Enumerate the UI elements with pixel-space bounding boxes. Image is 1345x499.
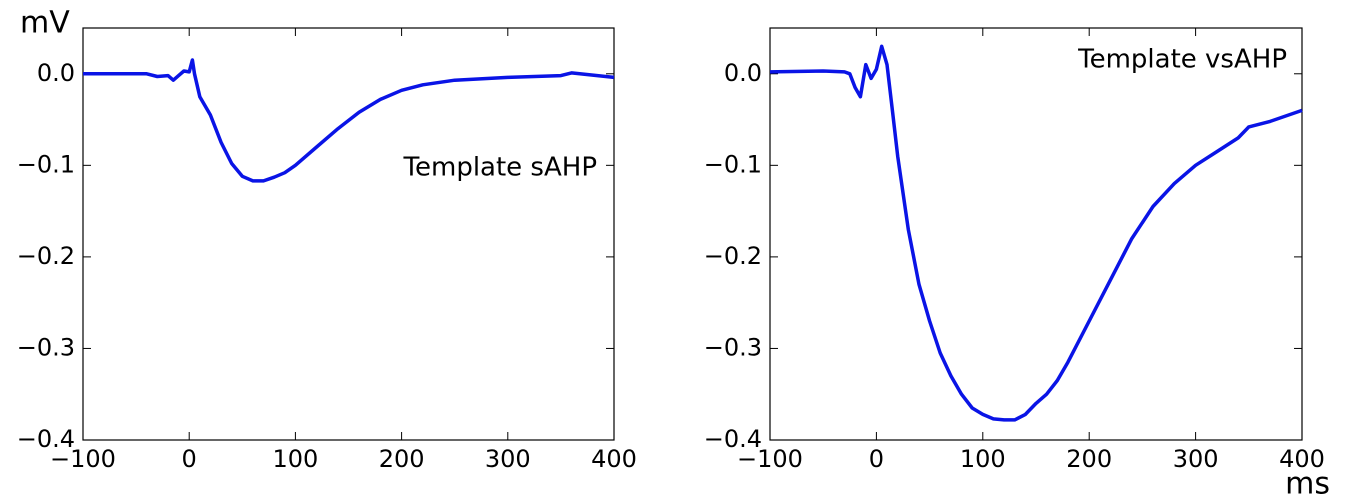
annotation: Template vsAHP <box>1077 45 1287 75</box>
x-tick-label: 400 <box>1279 445 1325 473</box>
y-tick-label: −0.4 <box>704 425 762 453</box>
x-tick-label: −100 <box>50 445 116 473</box>
x-tick-label: 0 <box>182 445 197 473</box>
data-line <box>769 44 1303 422</box>
x-tick-label: −100 <box>737 445 803 473</box>
x-tick-label: 0 <box>869 445 884 473</box>
x-tick-label: 100 <box>272 445 318 473</box>
y-tick-label: 0.0 <box>37 59 75 87</box>
x-tick-label: 100 <box>960 445 1006 473</box>
x-tick-label: 200 <box>1066 445 1112 473</box>
y-axis-label: mV <box>20 6 70 41</box>
plot-frame <box>82 27 615 441</box>
x-tick-label: 400 <box>591 445 637 473</box>
y-tick-label: 0.0 <box>724 59 762 87</box>
annotation: Template sAHP <box>403 153 597 183</box>
y-tick-label: −0.1 <box>704 150 762 178</box>
x-axis-label: ms <box>1285 467 1330 499</box>
y-tick-label: −0.1 <box>17 150 75 178</box>
data-line <box>83 58 615 183</box>
y-tick-label: −0.2 <box>17 242 75 270</box>
y-tick-label: −0.3 <box>704 333 762 361</box>
y-tick-label: −0.3 <box>17 333 75 361</box>
x-tick-label: 200 <box>379 445 425 473</box>
x-tick-label: 300 <box>485 445 531 473</box>
y-tick-label: −0.2 <box>704 242 762 270</box>
plot-frame <box>769 27 1303 441</box>
x-tick-label: 300 <box>1173 445 1219 473</box>
y-tick-label: −0.4 <box>17 425 75 453</box>
